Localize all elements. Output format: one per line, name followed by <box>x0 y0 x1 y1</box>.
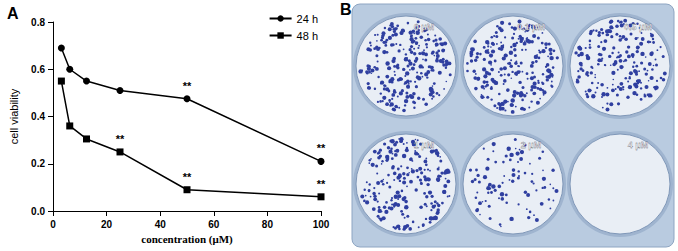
svg-text:100: 100 <box>313 219 330 230</box>
svg-text:0.2: 0.2 <box>31 158 45 169</box>
svg-text:0.0: 0.0 <box>31 206 45 217</box>
svg-text:48 h: 48 h <box>297 30 318 42</box>
svg-text:0.5 μM: 0.5 μM <box>624 22 652 32</box>
svg-text:2 μM: 2 μM <box>521 140 542 150</box>
svg-text:B: B <box>340 1 352 18</box>
svg-text:A: A <box>7 5 19 22</box>
svg-text:0 μM: 0 μM <box>414 22 435 32</box>
svg-text:**: ** <box>116 133 125 145</box>
svg-text:0: 0 <box>50 219 56 230</box>
svg-text:concentration (μM): concentration (μM) <box>141 233 233 246</box>
svg-text:24 h: 24 h <box>297 13 318 25</box>
svg-text:40: 40 <box>155 219 167 230</box>
svg-text:60: 60 <box>208 219 220 230</box>
svg-text:80: 80 <box>262 219 274 230</box>
svg-text:0.8: 0.8 <box>31 17 45 28</box>
svg-text:0.1 μM: 0.1 μM <box>517 22 545 32</box>
svg-text:**: ** <box>317 178 326 190</box>
svg-text:**: ** <box>183 80 192 92</box>
svg-text:0.4: 0.4 <box>31 111 45 122</box>
svg-text:0.6: 0.6 <box>31 64 45 75</box>
svg-text:20: 20 <box>101 219 113 230</box>
svg-text:**: ** <box>183 171 192 183</box>
svg-text:4 μM: 4 μM <box>628 140 649 150</box>
svg-text:1 μM: 1 μM <box>414 140 435 150</box>
svg-text:cell viability: cell viability <box>8 88 20 144</box>
svg-text:**: ** <box>317 142 326 154</box>
